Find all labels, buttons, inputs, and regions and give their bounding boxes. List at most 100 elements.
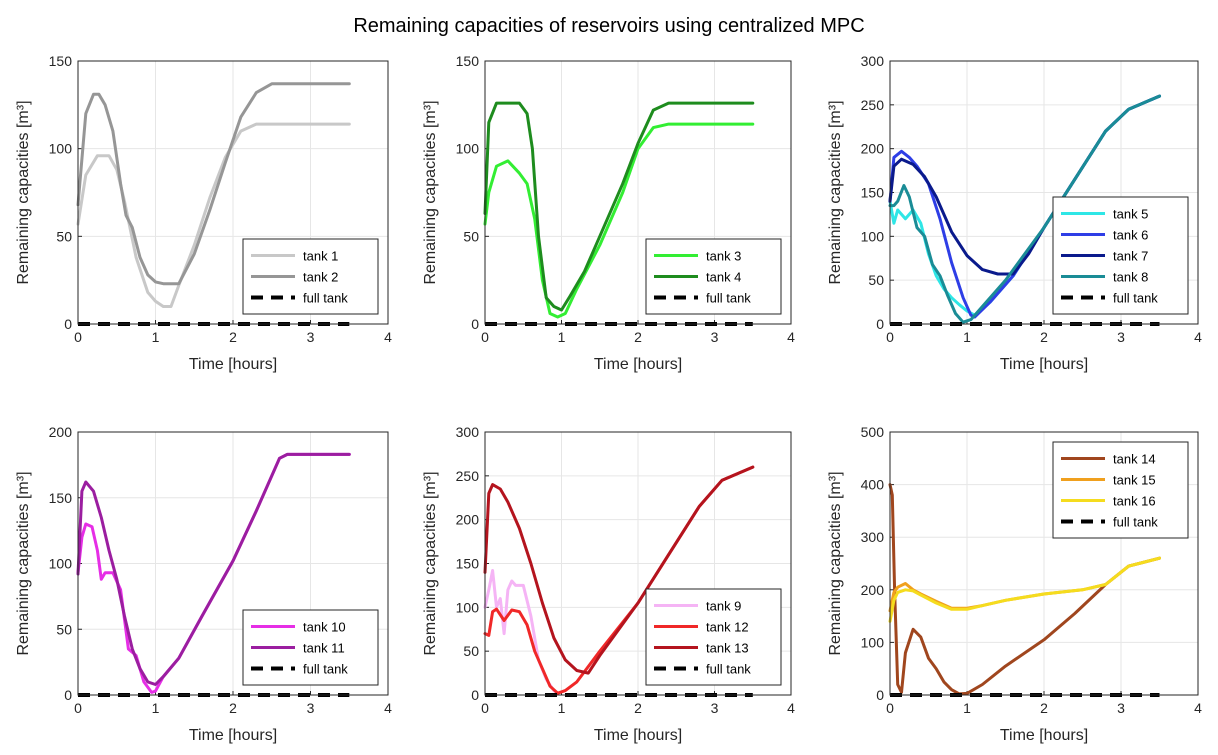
x-tick-label: 1 xyxy=(963,700,971,716)
x-tick-label: 3 xyxy=(1117,329,1125,345)
x-tick-label: 2 xyxy=(1040,700,1048,716)
x-axis-label: Time [hours] xyxy=(594,727,682,744)
legend-entry-label: tank 6 xyxy=(1113,228,1148,243)
axes-box xyxy=(77,60,389,325)
y-tick-label: 200 xyxy=(456,512,480,528)
legend-entry-label: full tank xyxy=(303,291,348,306)
figure-title: Remaining capacities of reservoirs using… xyxy=(353,15,864,37)
y-axis-label: Remaining capacities [m³] xyxy=(827,100,844,284)
y-tick-label: 0 xyxy=(471,687,479,703)
y-tick-label: 50 xyxy=(868,272,884,288)
x-tick-label: 4 xyxy=(384,700,392,716)
legend-entry-label: tank 5 xyxy=(1113,207,1148,222)
y-tick-label: 50 xyxy=(56,228,72,244)
x-tick-label: 3 xyxy=(307,700,315,716)
axes-box xyxy=(484,431,792,696)
x-tick-label: 0 xyxy=(886,700,894,716)
series-line-tank-11 xyxy=(76,452,351,686)
x-tick-label: 3 xyxy=(711,700,719,716)
x-axis-label: Time [hours] xyxy=(189,727,277,744)
y-axis-label: Remaining capacities [m³] xyxy=(15,100,32,284)
legend-entry-label: tank 13 xyxy=(706,641,749,656)
y-tick-label: 500 xyxy=(861,424,885,440)
legend: tank 1 tank 2 full tank xyxy=(242,238,379,315)
x-tick-label: 4 xyxy=(1194,329,1202,345)
chart-panel-2: 0 1 2 3 4 0 50 100 150 Time [hours] Remaining capa… xyxy=(422,53,795,373)
y-axis-label: Remaining capacities [m³] xyxy=(15,471,32,655)
x-tick-label: 1 xyxy=(963,329,971,345)
y-tick-label: 400 xyxy=(861,477,885,493)
legend-entry-label: full tank xyxy=(706,662,751,677)
legend-entry-label: tank 11 xyxy=(303,641,345,656)
chart-panel-1: 0 1 2 3 4 0 50 100 150 Time [hours] Remaining capa… xyxy=(15,53,392,373)
x-axis-label: Time [hours] xyxy=(594,356,682,373)
legend-entry-label: full tank xyxy=(1113,515,1158,530)
legend-entry-label: tank 15 xyxy=(1113,473,1156,488)
y-tick-label: 300 xyxy=(861,529,885,545)
x-tick-label: 4 xyxy=(787,700,795,716)
y-tick-label: 100 xyxy=(861,634,885,650)
x-tick-label: 3 xyxy=(711,329,719,345)
x-tick-label: 1 xyxy=(152,700,160,716)
y-tick-label: 250 xyxy=(861,97,885,113)
legend-entry-label: tank 14 xyxy=(1113,452,1156,467)
y-tick-label: 300 xyxy=(456,424,480,440)
y-tick-label: 0 xyxy=(64,687,72,703)
chart-panel-5: 0 1 2 3 4 0 50 100 150 200 250 300 Time [hours] Remai… xyxy=(422,424,795,744)
series-line-tank-3 xyxy=(483,122,755,319)
series-line-tank-4 xyxy=(483,101,755,312)
y-tick-label: 150 xyxy=(49,53,73,69)
y-axis-label: Remaining capacities [m³] xyxy=(422,471,439,655)
legend-entry-label: tank 2 xyxy=(303,270,338,285)
x-tick-label: 0 xyxy=(481,329,489,345)
y-tick-label: 0 xyxy=(471,316,479,332)
y-tick-label: 50 xyxy=(463,228,479,244)
x-tick-label: 1 xyxy=(558,329,566,345)
x-tick-label: 3 xyxy=(307,329,315,345)
legend-entry-label: tank 10 xyxy=(303,620,346,635)
legend: tank 9 tank 12 tank 13 full tank xyxy=(645,588,782,686)
legend-entry-label: tank 7 xyxy=(1113,249,1148,264)
y-tick-label: 150 xyxy=(456,556,480,572)
y-axis-label: Remaining capacities [m³] xyxy=(422,100,439,284)
x-tick-label: 4 xyxy=(787,329,795,345)
x-tick-label: 0 xyxy=(886,329,894,345)
legend-entry-label: full tank xyxy=(706,291,751,306)
x-tick-label: 0 xyxy=(481,700,489,716)
legend-entry-label: full tank xyxy=(303,662,348,677)
y-tick-label: 150 xyxy=(861,185,885,201)
y-tick-label: 0 xyxy=(64,316,72,332)
x-axis-label: Time [hours] xyxy=(1000,727,1088,744)
x-tick-label: 2 xyxy=(229,700,237,716)
x-tick-label: 4 xyxy=(384,329,392,345)
series-line-tank-14 xyxy=(888,483,1161,696)
legend-entry-label: tank 8 xyxy=(1113,270,1148,285)
chart-panel-6: 0 1 2 3 4 0 100 200 300 400 500 Time [hours] Remaini… xyxy=(827,424,1202,744)
legend-entry-label: tank 1 xyxy=(303,249,338,264)
y-axis-label: Remaining capacities [m³] xyxy=(827,471,844,655)
legend-entry-label: tank 3 xyxy=(706,249,741,264)
series-line-tank-8 xyxy=(888,94,1161,324)
legend-entry-label: full tank xyxy=(1113,291,1158,306)
y-tick-label: 150 xyxy=(456,53,480,69)
x-tick-label: 0 xyxy=(74,700,82,716)
legend-entry-label: tank 16 xyxy=(1113,494,1156,509)
y-tick-label: 100 xyxy=(49,141,73,157)
legend: tank 3 tank 4 full tank xyxy=(645,238,782,315)
legend-entry-label: tank 9 xyxy=(706,599,741,614)
chart-panel-3: 0 1 2 3 4 0 50 100 150 200 250 300 Time [hours] Remai… xyxy=(827,53,1202,373)
x-tick-label: 3 xyxy=(1117,700,1125,716)
x-tick-label: 2 xyxy=(634,700,642,716)
chart-panel-4: 0 1 2 3 4 0 50 100 150 200 Time [hours] Remaining c… xyxy=(15,424,392,744)
y-tick-label: 0 xyxy=(876,316,884,332)
y-tick-label: 250 xyxy=(456,468,480,484)
x-tick-label: 2 xyxy=(1040,329,1048,345)
x-axis-label: Time [hours] xyxy=(189,356,277,373)
x-tick-label: 2 xyxy=(229,329,237,345)
series-line-tank-16 xyxy=(888,556,1161,623)
axes-box xyxy=(484,60,792,325)
y-tick-label: 150 xyxy=(49,490,73,506)
series-line-tank-1 xyxy=(76,122,351,308)
y-tick-label: 100 xyxy=(456,141,480,157)
